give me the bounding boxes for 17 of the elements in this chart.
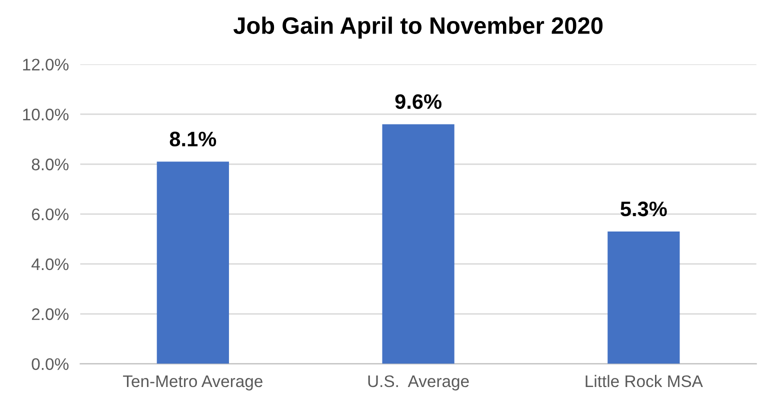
y-tick-label: 6.0% bbox=[32, 208, 69, 220]
y-tick-label: 4.0% bbox=[32, 258, 69, 270]
data-label: 8.1% bbox=[170, 132, 216, 146]
data-label: 5.3% bbox=[620, 202, 667, 216]
bar bbox=[382, 124, 454, 364]
chart-title: Job Gain April to November 2020 bbox=[233, 16, 603, 39]
y-tick-label: 10.0% bbox=[23, 108, 69, 120]
y-tick-label: 0.0% bbox=[32, 358, 69, 370]
y-tick-label: 8.0% bbox=[32, 158, 69, 170]
x-tick-label: Little Rock MSA bbox=[586, 374, 703, 388]
y-tick-label: 12.0% bbox=[23, 58, 69, 71]
y-tick-label: 2.0% bbox=[32, 308, 69, 320]
data-label: 9.6% bbox=[395, 94, 442, 109]
x-tick-label: Ten-Metro Average bbox=[123, 376, 262, 390]
x-tick-label: U.S. Average bbox=[368, 375, 469, 390]
bar bbox=[156, 162, 229, 364]
bar bbox=[608, 232, 680, 364]
